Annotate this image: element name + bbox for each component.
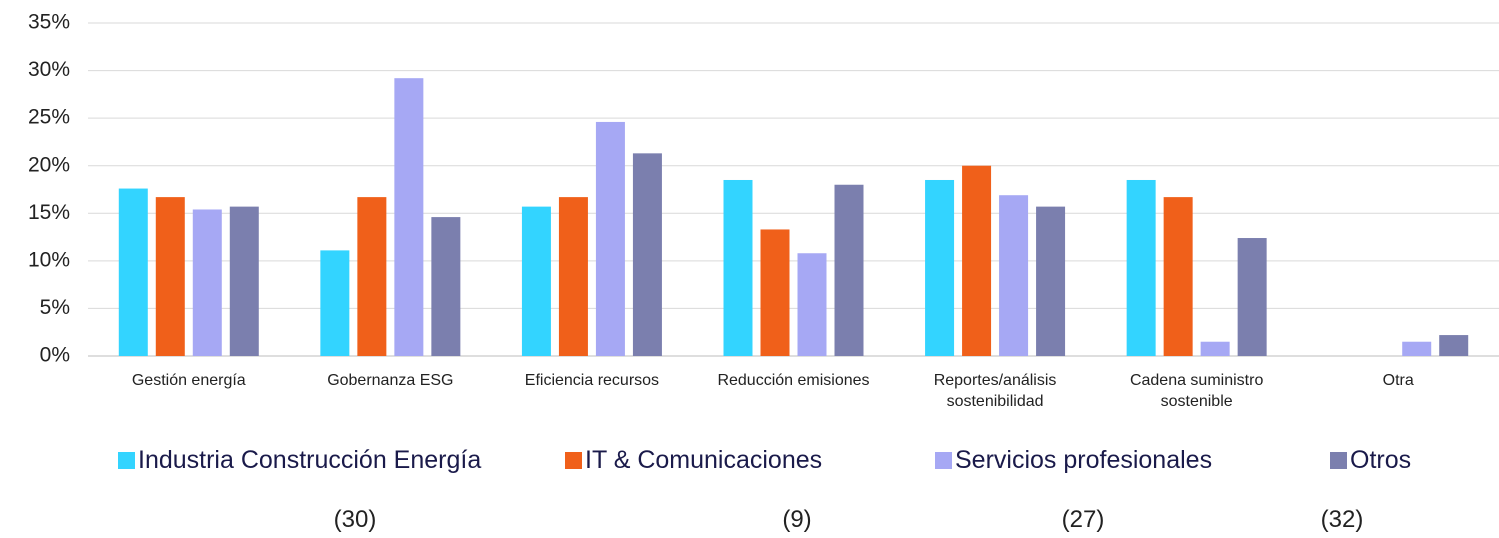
bar <box>155 197 185 356</box>
bar <box>1200 341 1230 356</box>
y-tick-label: 30% <box>28 58 70 81</box>
bar <box>962 165 992 356</box>
legend-item: Servicios profesionales <box>935 446 1212 475</box>
y-tick-label: 10% <box>28 248 70 271</box>
legend-item: IT & Comunicaciones <box>565 446 822 475</box>
bar <box>834 184 864 356</box>
x-tick-label: Reducción emisiones <box>717 372 870 389</box>
legend-swatch <box>1330 452 1347 469</box>
x-tick-label: Cadena suministro sostenible <box>1129 372 1264 410</box>
bar <box>760 229 790 356</box>
y-tick-label: 25% <box>28 106 70 129</box>
x-tick-label: Reportes/análisis sostenibilidad <box>933 372 1057 410</box>
bar <box>595 121 625 356</box>
y-tick-label: 20% <box>28 153 70 176</box>
legend-swatch <box>118 452 135 469</box>
legend-label: IT & Comunicaciones <box>585 446 823 474</box>
annotation: (9) <box>782 506 812 533</box>
bar <box>229 206 259 356</box>
bar <box>431 217 461 356</box>
bar <box>1439 335 1469 356</box>
legend-swatch <box>935 452 952 469</box>
bar <box>394 78 424 356</box>
legend-swatch <box>565 452 582 469</box>
bar <box>1402 341 1432 356</box>
bar <box>192 209 222 356</box>
bar <box>1036 206 1066 356</box>
legend-item: Otros <box>1330 446 1411 475</box>
x-tick-label: Eficiencia recursos <box>524 372 660 389</box>
bar <box>632 153 662 356</box>
bar <box>357 197 387 356</box>
bar <box>1126 179 1156 356</box>
x-tick-label: Gobernanza ESG <box>327 372 454 389</box>
bar <box>1237 238 1267 356</box>
bar <box>118 188 148 356</box>
legend-label: Servicios profesionales <box>955 446 1213 474</box>
x-tick-label: Gestión energía <box>131 372 246 389</box>
y-tick-label: 35% <box>28 11 70 34</box>
bar <box>925 179 955 356</box>
y-tick-label: 5% <box>40 296 70 319</box>
bar <box>723 179 753 356</box>
y-tick-label: 0% <box>40 344 70 367</box>
y-tick-label: 15% <box>28 201 70 224</box>
bar <box>1163 197 1193 356</box>
bar <box>999 195 1029 356</box>
legend-label: Otros <box>1350 446 1412 474</box>
bar <box>521 206 551 356</box>
legend-item: Industria Construcción Energía <box>118 446 481 475</box>
bar <box>558 197 588 356</box>
annotation: (30) <box>333 506 377 533</box>
x-tick-label: Otra <box>1382 372 1414 389</box>
annotation: (32) <box>1320 506 1364 533</box>
bar <box>797 253 827 356</box>
bar <box>320 250 350 356</box>
annotation: (27) <box>1061 506 1105 533</box>
legend-label: Industria Construcción Energía <box>138 446 482 474</box>
